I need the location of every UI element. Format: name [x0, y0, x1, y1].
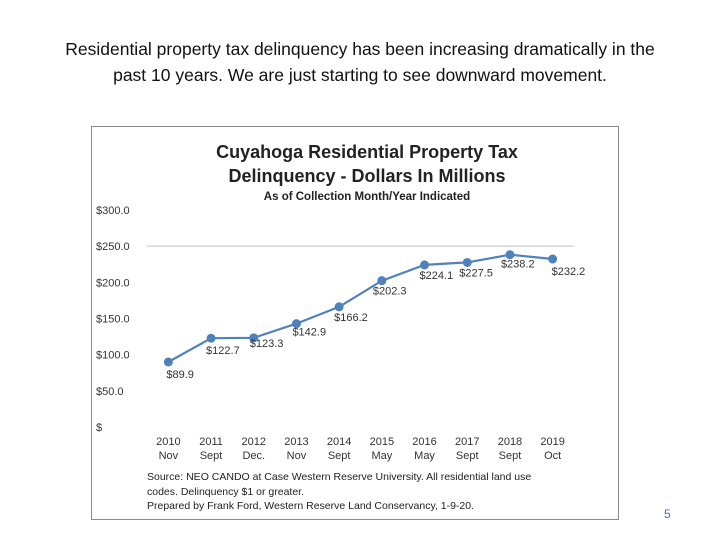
- slide-heading-line-2: past 10 years. We are just starting to s…: [113, 65, 607, 85]
- data-label-0: $89.9: [166, 369, 194, 381]
- y-tick-label-5: $250.0: [96, 241, 130, 253]
- data-point-4: [334, 302, 344, 312]
- x-tick-year-8: 2018: [498, 436, 522, 448]
- x-tick-month-7: Sept: [456, 450, 479, 462]
- data-label-7: $227.5: [459, 267, 493, 279]
- y-tick-label-3: $150.0: [96, 314, 130, 326]
- data-label-9: $232.2: [552, 266, 586, 278]
- data-label-4: $166.2: [334, 312, 368, 324]
- chart-title-line-2: Delinquency - Dollars In Millions: [228, 166, 506, 186]
- data-point-0: [163, 357, 173, 367]
- x-tick-year-7: 2017: [455, 436, 479, 448]
- y-tick-label-1: $50.0: [96, 386, 124, 398]
- data-point-3: [291, 319, 301, 329]
- x-tick-year-1: 2011: [199, 436, 223, 448]
- chart-frame: $ $50.0 $100.0 $150.0 $200.0 $250.0 $300.0 2010…: [91, 126, 619, 520]
- data-label-3: $142.9: [292, 327, 326, 339]
- x-tick-month-6: May: [414, 450, 435, 462]
- source-line-3: Prepared by Frank Ford, Western Reserve …: [147, 500, 475, 512]
- data-point-2: [249, 333, 259, 343]
- x-tick-year-0: 2010: [156, 436, 180, 448]
- x-tick-year-6: 2016: [412, 436, 436, 448]
- series-line: [167, 253, 553, 363]
- data-label-6: $224.1: [420, 270, 454, 282]
- page-number: 5: [664, 507, 671, 521]
- chart-title-line-1: Cuyahoga Residential Property Tax: [216, 142, 518, 162]
- data-label-1: $122.7: [206, 345, 240, 357]
- x-tick-month-5: May: [371, 450, 392, 462]
- x-tick-month-1: Sept: [200, 450, 223, 462]
- y-tick-label-0: $: [96, 422, 102, 434]
- x-tick-year-3: 2013: [284, 436, 308, 448]
- data-label-5: $202.3: [373, 286, 407, 298]
- line-chart: $ $50.0 $100.0 $150.0 $200.0 $250.0 $300.0 2010…: [96, 205, 586, 462]
- x-tick-month-0: Nov: [159, 450, 179, 462]
- slide-heading: Residential property tax delinquency has…: [30, 36, 690, 88]
- data-label-8: $238.2: [501, 259, 535, 271]
- x-tick-month-2: Dec.: [242, 450, 265, 462]
- data-label-2: $123.3: [250, 338, 284, 350]
- x-tick-year-9: 2019: [540, 436, 564, 448]
- data-point-9: [548, 254, 558, 264]
- x-tick-month-8: Sept: [499, 450, 522, 462]
- data-point-1: [206, 333, 216, 343]
- source-line-2: codes. Delinquency $1 or greater.: [147, 485, 305, 498]
- y-tick-label-2: $100.0: [96, 350, 130, 362]
- data-point-6: [420, 260, 430, 270]
- x-tick-month-4: Sept: [328, 450, 351, 462]
- x-tick-year-2: 2012: [242, 436, 266, 448]
- chart-subtitle: As of Collection Month/Year Indicated: [263, 191, 471, 203]
- x-tick-year-5: 2015: [370, 436, 394, 448]
- data-point-8: [505, 250, 515, 260]
- data-point-7: [462, 257, 472, 267]
- data-point-5: [377, 276, 387, 286]
- y-tick-label-4: $200.0: [96, 277, 130, 289]
- x-tick-month-3: Nov: [287, 450, 307, 462]
- slide-heading-line-1: Residential property tax delinquency has…: [65, 39, 655, 59]
- x-tick-year-4: 2014: [327, 436, 351, 448]
- x-tick-month-9: Oct: [544, 450, 561, 462]
- y-tick-label-6: $300.0: [96, 205, 130, 217]
- chart-source-note: Source: NEO CANDO at Case Western Reserv…: [147, 470, 567, 514]
- source-line-1: Source: NEO CANDO at Case Western Reserv…: [147, 471, 532, 483]
